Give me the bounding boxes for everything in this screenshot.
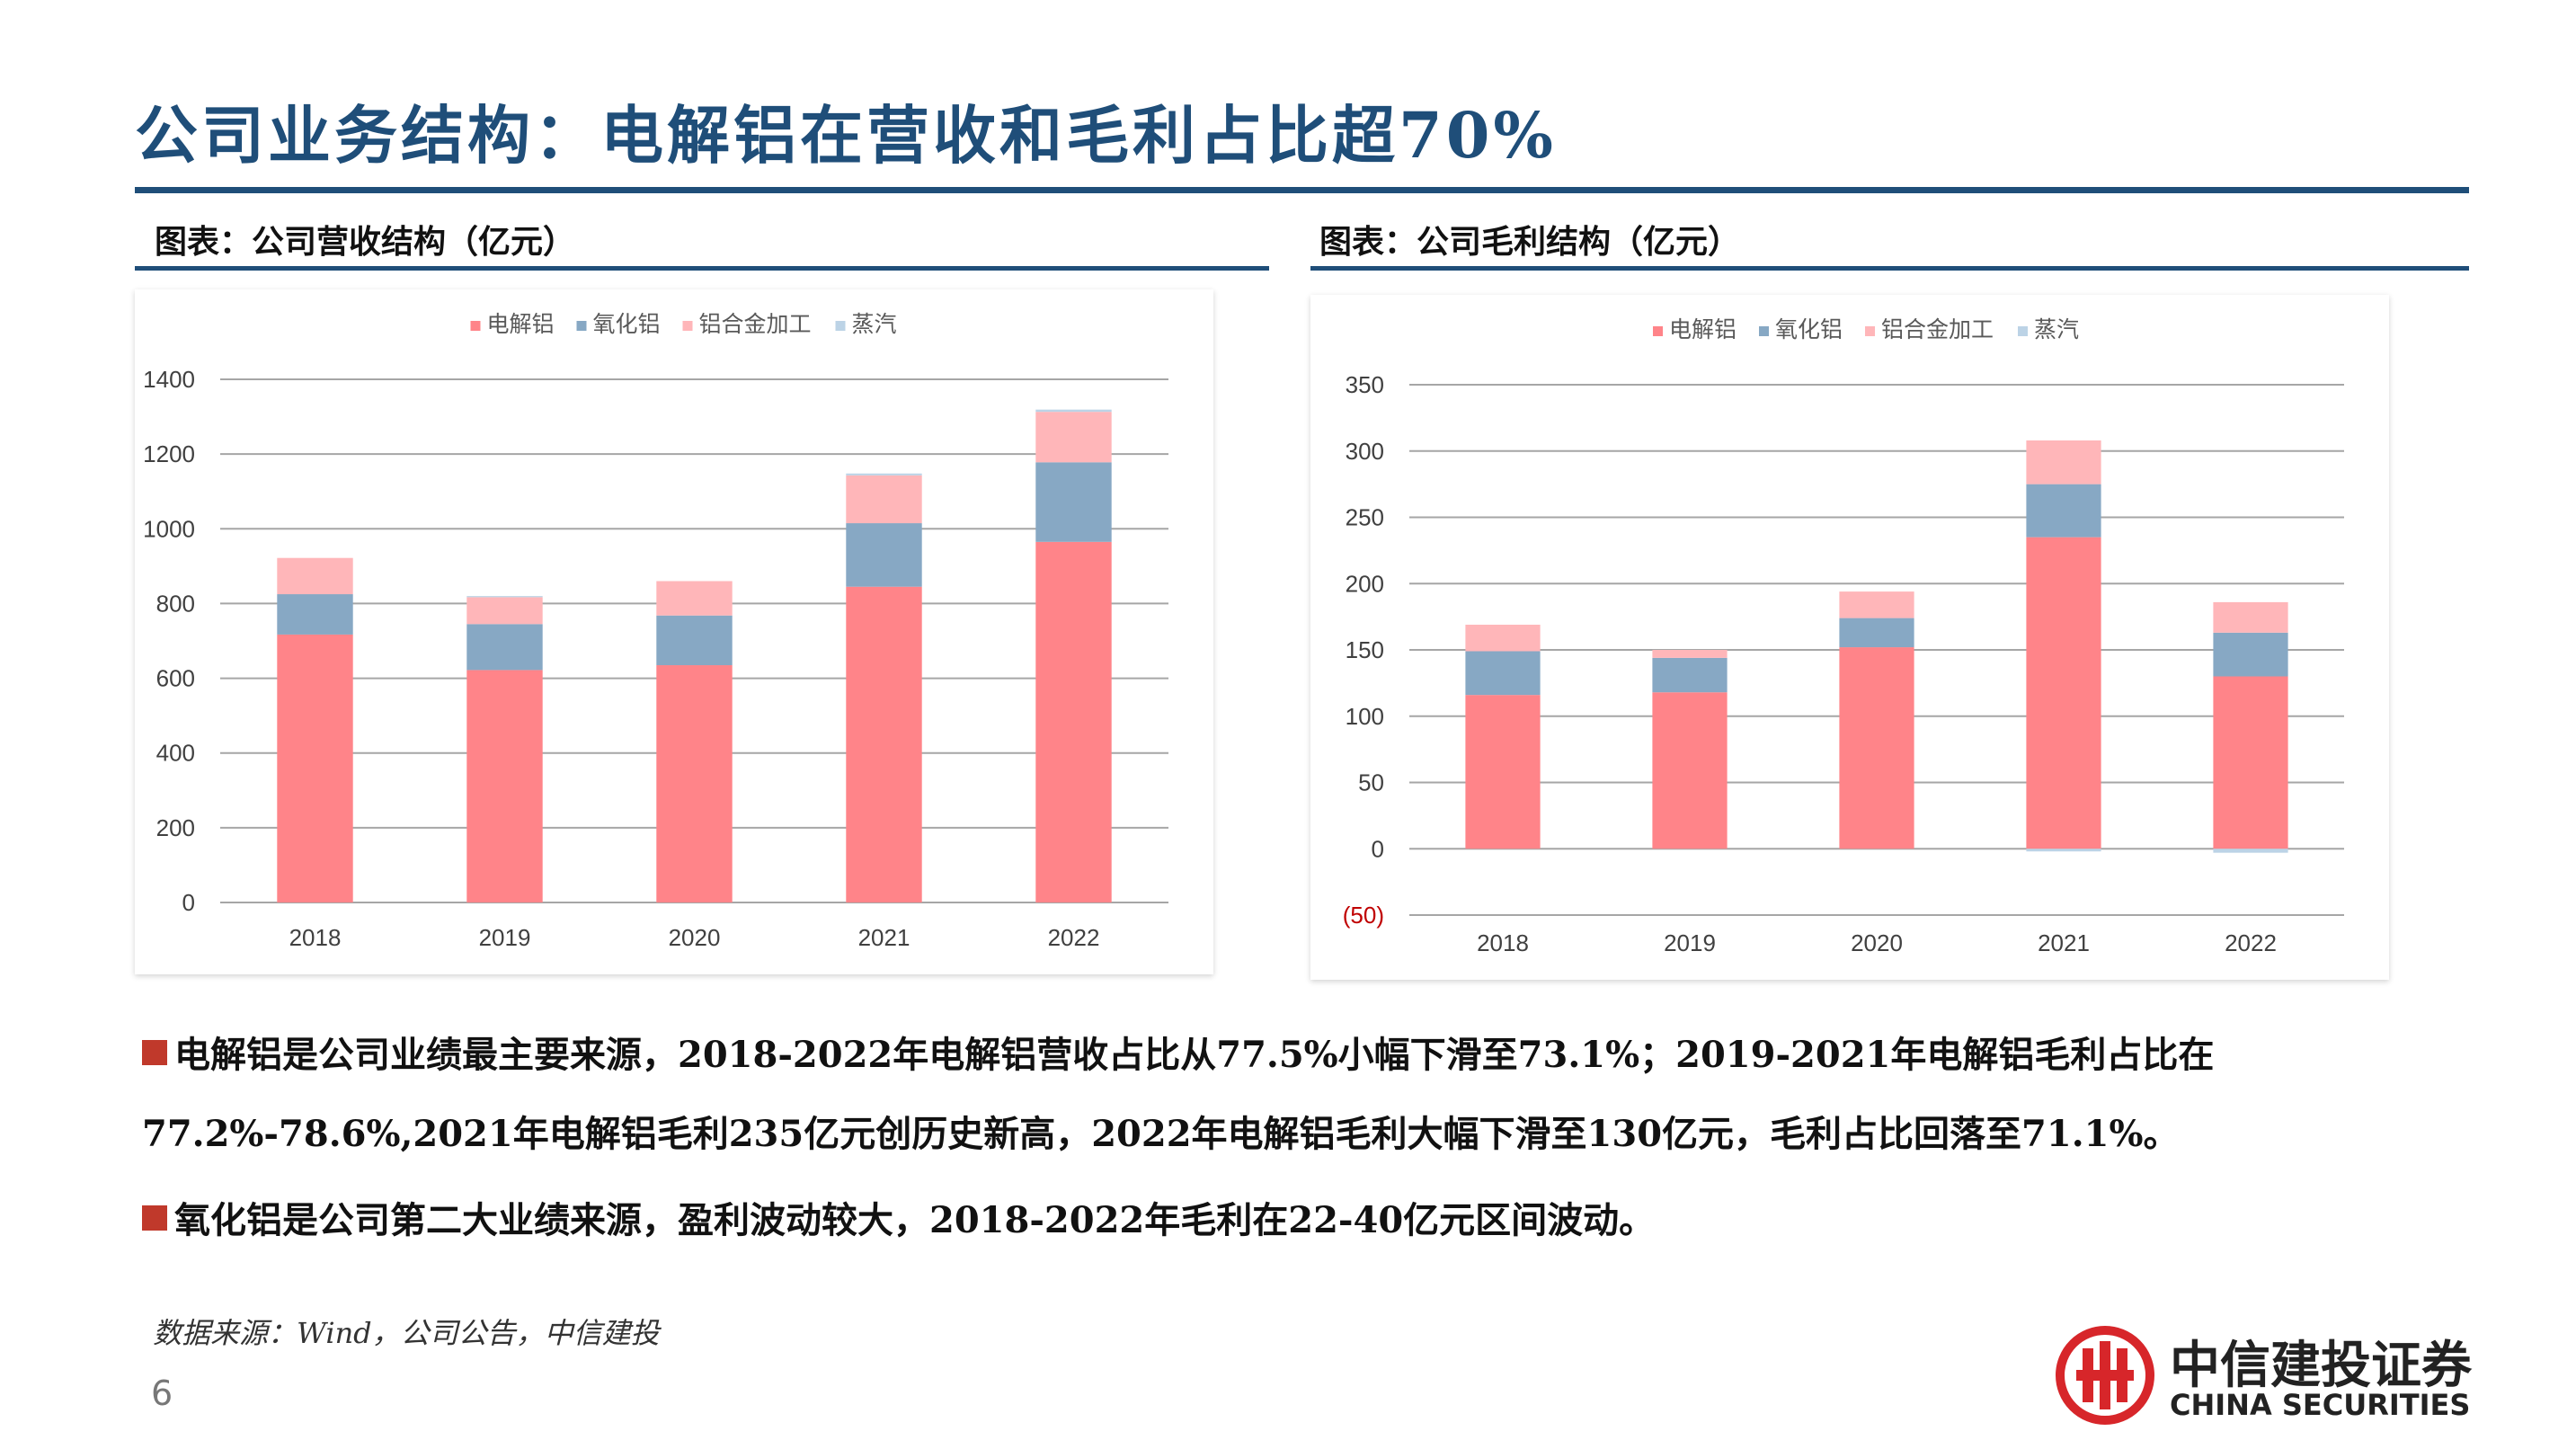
- bar-segment: [1652, 650, 1728, 658]
- bar-segment: [2213, 632, 2288, 677]
- bar-segment: [1465, 651, 1541, 696]
- bar-segment: [466, 670, 543, 902]
- bar-segment: [1465, 624, 1541, 652]
- bar-segment: [277, 557, 353, 595]
- bar-segment: [1035, 412, 1112, 463]
- y-tick-label: 200: [156, 814, 195, 841]
- x-tick-label: 2020: [1851, 929, 1903, 956]
- bar-segment: [656, 665, 733, 902]
- bar-segment: [1652, 692, 1728, 849]
- x-tick-label: 2021: [858, 924, 910, 951]
- legend-label: 蒸汽: [2034, 316, 2079, 342]
- bar-segment: [277, 594, 353, 635]
- bar-segment: [846, 473, 922, 476]
- legend-label: 铝合金加工: [699, 311, 812, 337]
- y-tick-label: (50): [1343, 902, 1384, 929]
- bar-segment: [2213, 601, 2288, 633]
- revenue-chart-container: 0 200 400 600 800 1000 1200 1400 2018 2019 2020 202…: [135, 289, 1213, 974]
- title-divider: [135, 187, 2469, 193]
- y-tick-label: 1200: [143, 440, 195, 467]
- legend-swatch: [576, 321, 587, 331]
- bar-segment: [846, 475, 922, 524]
- x-tick-label: 2018: [1477, 929, 1529, 956]
- bar-segment: [1035, 541, 1112, 902]
- bar-segment: [277, 634, 353, 902]
- bar-segment: [656, 581, 733, 616]
- bar-segment: [2026, 849, 2101, 852]
- legend-label: 氧化铝: [1775, 316, 1843, 342]
- company-logo: 中信建投证券 CHINA SECURITIES: [2053, 1325, 2484, 1426]
- bar-segment: [2026, 537, 2101, 849]
- bar-segment: [466, 597, 543, 625]
- legend-swatch: [682, 321, 693, 331]
- legend-label: 蒸汽: [852, 311, 897, 337]
- legend-swatch: [1759, 326, 1769, 336]
- bar-segment: [846, 523, 922, 587]
- y-tick-label: 1400: [143, 366, 195, 393]
- bar-segment: [2026, 484, 2101, 538]
- legend-swatch: [835, 321, 846, 331]
- bar-segment: [466, 596, 543, 598]
- china-securities-logo-icon: [2056, 1326, 2154, 1425]
- legend-swatch: [470, 321, 481, 331]
- legend-swatch: [1865, 326, 1875, 336]
- bar-segment: [1465, 695, 1541, 849]
- bar-segment: [1839, 591, 1914, 618]
- bar-segment: [1035, 409, 1112, 413]
- bar-segment: [1652, 657, 1728, 693]
- y-tick-label: 0: [182, 889, 195, 916]
- profit-chart-container: (50) 0 50 100 150 200 250 300 350 2018 2019 2020 202…: [1310, 295, 2389, 980]
- y-tick-label: 50: [1358, 769, 1384, 796]
- revenue-panel-divider: [135, 266, 1269, 271]
- bar-segment: [466, 624, 543, 671]
- page-number: 6: [151, 1373, 173, 1413]
- x-tick-label: 2021: [2038, 929, 2090, 956]
- data-source-note: 数据来源：Wind，公司公告，中信建投: [153, 1316, 660, 1350]
- bar-segment: [846, 586, 922, 902]
- bar-segment: [1035, 462, 1112, 542]
- y-tick-label: 600: [156, 665, 195, 692]
- legend-label: 电解铝: [1669, 316, 1737, 342]
- profit-stacked-bar-chart: (50) 0 50 100 150 200 250 300 350 2018 2019 2020 202…: [1343, 316, 2344, 956]
- y-tick-label: 400: [156, 740, 195, 767]
- profit-panel-divider: [1310, 266, 2469, 271]
- y-tick-label: 350: [1346, 371, 1384, 398]
- logo-english-name: CHINA SECURITIES: [2170, 1388, 2471, 1422]
- x-tick-label: 2018: [289, 924, 342, 951]
- bullet-item: 电解铝是公司业绩最主要来源，2018-2022年电解铝营收占比从77.5%小幅下…: [142, 1034, 2215, 1155]
- y-tick-label: 300: [1346, 438, 1384, 465]
- logo-chinese-name: 中信建投证券: [2170, 1337, 2472, 1395]
- y-tick-label: 1000: [143, 515, 195, 542]
- bar-segment: [656, 615, 733, 666]
- bar-segment: [2213, 676, 2288, 849]
- legend-label: 电解铝: [487, 311, 555, 337]
- legend-label: 氧化铝: [593, 311, 661, 337]
- profit-panel-title: 图表：公司毛利结构（亿元）: [1319, 223, 1741, 261]
- bar-segment: [1839, 647, 1914, 849]
- y-tick-label: 800: [156, 590, 195, 617]
- bar-segment: [2213, 849, 2288, 853]
- y-tick-label: 150: [1346, 636, 1384, 663]
- bar-segment: [1839, 618, 1914, 648]
- revenue-stacked-bar-chart: 0 200 400 600 800 1000 1200 1400 2018 2019 2020 202…: [143, 311, 1168, 951]
- legend-swatch: [2018, 326, 2028, 336]
- bullet-square-icon: [142, 1040, 167, 1065]
- y-tick-label: 100: [1346, 703, 1384, 730]
- y-tick-label: 250: [1346, 504, 1384, 531]
- commentary: 电解铝是公司业绩最主要来源，2018-2022年电解铝营收占比从77.5%小幅下…: [142, 1016, 2425, 1260]
- y-tick-label: 200: [1346, 570, 1384, 597]
- legend-label: 铝合金加工: [1881, 316, 1994, 342]
- x-tick-label: 2019: [1664, 929, 1716, 956]
- revenue-panel-title: 图表：公司营收结构（亿元）: [155, 223, 576, 261]
- x-tick-label: 2022: [2225, 929, 2277, 956]
- page-title: 公司业务结构：电解铝在营收和毛利占比超70%: [135, 98, 1557, 173]
- legend-swatch: [1653, 326, 1663, 336]
- x-tick-label: 2020: [669, 924, 721, 951]
- bullet-item: 氧化铝是公司第二大业绩来源，盈利波动较大，2018-2022年毛利在22-40亿…: [142, 1181, 2425, 1260]
- bullet-square-icon: [142, 1205, 167, 1231]
- x-tick-label: 2022: [1048, 924, 1100, 951]
- bar-segment: [2026, 440, 2101, 484]
- y-tick-label: 0: [1372, 835, 1384, 862]
- x-tick-label: 2019: [479, 924, 531, 951]
